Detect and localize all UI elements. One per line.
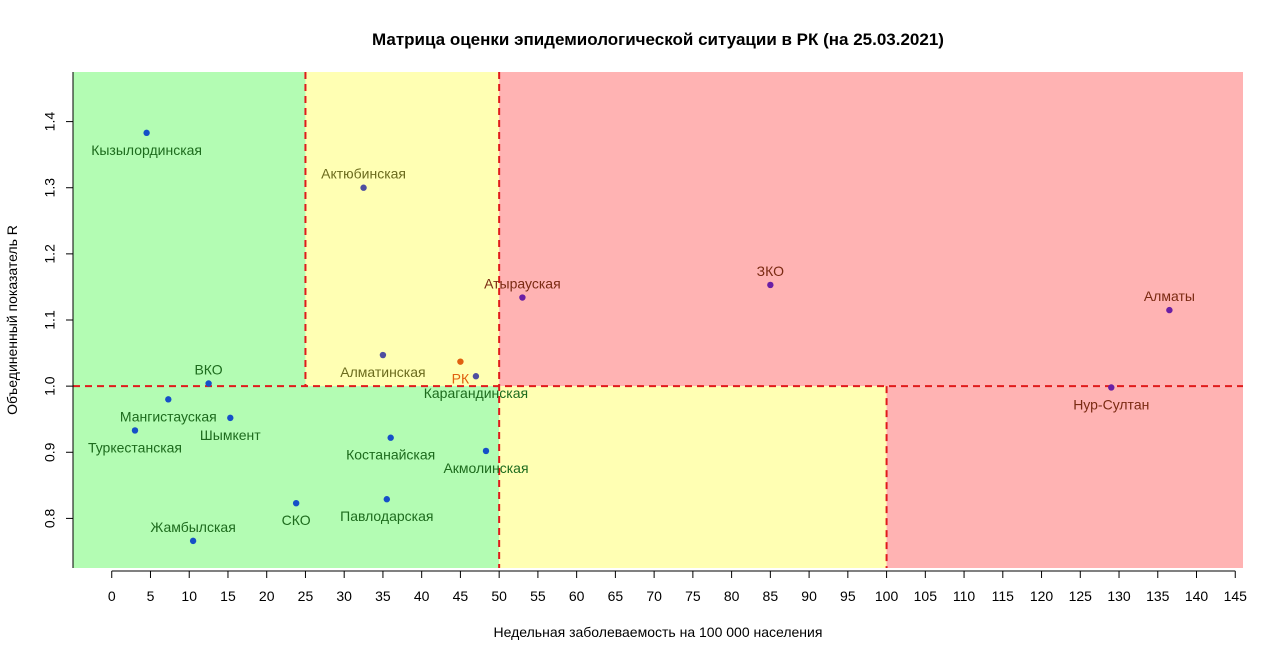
data-point xyxy=(379,351,387,359)
zone-yellow-4 xyxy=(499,386,887,568)
data-point xyxy=(387,434,394,441)
x-tick-label: 45 xyxy=(453,588,469,604)
chart-title: Матрица оценки эпидемиологической ситуац… xyxy=(372,30,944,49)
data-point-label: Алматы xyxy=(1144,288,1195,304)
y-tick-label: 1.2 xyxy=(42,244,58,264)
data-point-label: Костанайская xyxy=(346,447,435,463)
x-tick-label: 75 xyxy=(685,588,701,604)
x-tick-label: 25 xyxy=(298,588,314,604)
data-point xyxy=(457,358,464,365)
y-tick-label: 1.1 xyxy=(42,310,58,330)
y-tick-label: 1.3 xyxy=(42,178,58,198)
x-tick-label: 15 xyxy=(220,588,236,604)
zone-red-5 xyxy=(886,386,1243,568)
data-point-label: Мангистауская xyxy=(120,408,217,424)
x-tick-label: 40 xyxy=(414,588,430,604)
data-point xyxy=(189,537,197,545)
x-tick-label: 135 xyxy=(1146,588,1170,604)
data-point-label: Акмолинская xyxy=(443,460,528,476)
x-tick-label: 95 xyxy=(840,588,856,604)
x-tick-label: 120 xyxy=(1030,588,1054,604)
data-point xyxy=(383,496,391,503)
x-tick-label: 100 xyxy=(875,588,899,604)
data-point xyxy=(143,129,150,137)
x-tick-label: 85 xyxy=(763,588,779,604)
x-tick-label: 55 xyxy=(530,588,546,604)
x-tick-label: 10 xyxy=(181,588,197,604)
data-point xyxy=(227,414,234,422)
y-tick-label: 1.4 xyxy=(42,112,58,132)
x-tick-label: 90 xyxy=(801,588,817,604)
data-point-label: СКО xyxy=(282,512,311,528)
y-tick-label: 1.0 xyxy=(42,376,58,396)
data-point-label: Кызылординская xyxy=(91,142,202,158)
x-tick-label: 110 xyxy=(953,588,976,604)
data-point-label: Жамбылская xyxy=(150,519,235,535)
data-point xyxy=(519,294,526,301)
x-axis-label: Недельная заболеваемость на 100 000 насе… xyxy=(494,624,823,640)
data-point xyxy=(472,373,480,380)
data-point-label: Атырауская xyxy=(484,276,561,292)
data-point xyxy=(165,396,172,403)
zone-green-3 xyxy=(73,386,500,568)
threshold-layer xyxy=(73,72,1243,568)
data-point-label: Алматинская xyxy=(340,364,425,380)
x-tick-label: 80 xyxy=(724,588,740,604)
data-point-label: Актюбинская xyxy=(321,166,406,182)
data-point xyxy=(205,380,212,387)
data-point xyxy=(1166,306,1173,314)
data-point xyxy=(767,281,774,289)
x-tick-label: 65 xyxy=(608,588,624,604)
points-layer xyxy=(131,129,1173,545)
y-tick-label: 0.8 xyxy=(42,508,58,528)
zone-red-2 xyxy=(499,72,1243,387)
zone-yellow-1 xyxy=(305,72,500,387)
x-tick-label: 0 xyxy=(108,588,116,604)
labels-layer: Кызылординская Актюбинская Атырауская ЗКО Ал… xyxy=(88,142,1195,535)
data-point xyxy=(292,499,300,507)
x-tick-label: 20 xyxy=(259,588,275,604)
x-tick-label: 35 xyxy=(375,588,391,604)
x-tick-label: 145 xyxy=(1224,588,1248,604)
x-tick-label: 50 xyxy=(491,588,507,604)
axes-layer: 0 5 10 15 20 25 30 35 40 45 50 55 60 65 70 75 80 85 90 95 10… xyxy=(42,72,1247,604)
x-tick-label: 70 xyxy=(646,588,662,604)
x-tick-label: 130 xyxy=(1107,588,1131,604)
x-tick-label: 30 xyxy=(336,588,352,604)
data-point-label: Туркестанская xyxy=(88,439,182,455)
x-tick-label: 115 xyxy=(992,588,1015,604)
y-tick-label: 0.9 xyxy=(42,442,58,462)
data-point-label: ЗКО xyxy=(757,263,784,279)
x-tick-label: 140 xyxy=(1185,588,1209,604)
data-point-label: Нур-Султан xyxy=(1073,396,1149,412)
data-point-label: Шымкент xyxy=(200,427,261,443)
zone-green-0 xyxy=(73,72,306,387)
data-point xyxy=(1108,384,1115,391)
data-point-label: РК xyxy=(452,371,470,387)
data-point-label: Павлодарская xyxy=(340,508,433,524)
x-tick-label: 125 xyxy=(1069,588,1093,604)
zones-layer xyxy=(73,72,1243,568)
x-tick-label: 60 xyxy=(569,588,585,604)
data-point-label: Карагандинская xyxy=(424,385,528,401)
data-point-label: ВКО xyxy=(194,361,222,377)
data-point xyxy=(360,184,367,191)
data-point xyxy=(482,447,490,455)
x-tick-label: 105 xyxy=(914,588,938,604)
y-axis-label: Объединенный показатель R xyxy=(4,225,20,415)
data-point xyxy=(131,427,139,434)
x-tick-label: 5 xyxy=(147,588,155,604)
